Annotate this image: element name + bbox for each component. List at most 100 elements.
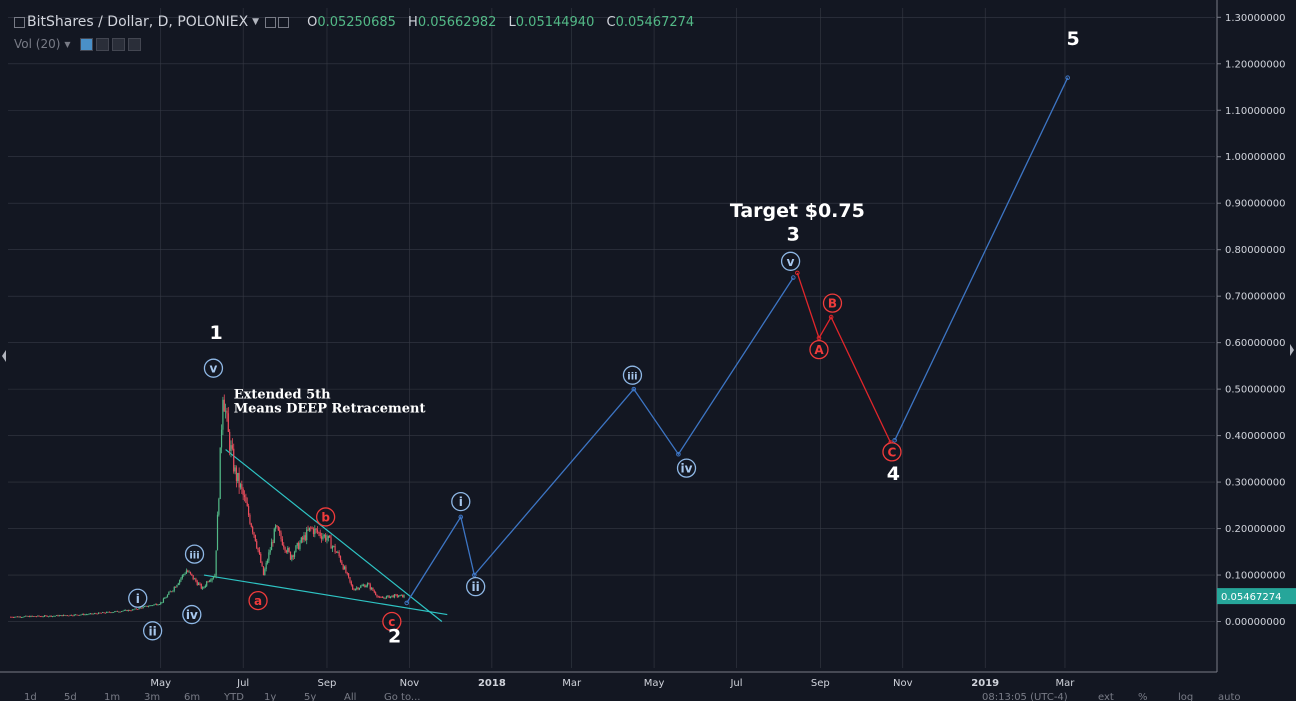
range-button[interactable]: 1m <box>104 692 121 701</box>
candle-body <box>250 523 252 527</box>
candle-body <box>84 614 86 616</box>
wave-label-circle <box>248 590 268 611</box>
candle-body <box>403 595 405 598</box>
candle-body <box>327 535 329 539</box>
close-icon[interactable] <box>127 37 141 51</box>
candle-body <box>196 581 198 586</box>
price-axis[interactable]: 1.30000000 1.20000000 1.10000000 1.00000000… <box>1216 0 1296 672</box>
range-button[interactable]: Go to... <box>384 692 421 701</box>
price-tick-label: 0.20000000 <box>1225 524 1285 535</box>
candle-body <box>143 606 146 608</box>
candle-body <box>357 587 359 590</box>
candle-body <box>307 529 309 531</box>
eye-icon[interactable] <box>79 37 93 51</box>
candle-body <box>200 583 202 589</box>
impulse-wave-path <box>406 277 794 604</box>
candle-body <box>10 616 12 618</box>
add-icon[interactable] <box>111 37 125 51</box>
candle-body <box>239 484 242 488</box>
candle-body <box>325 535 327 541</box>
candle-body <box>223 399 225 412</box>
chevron-down-icon[interactable]: ▼ <box>252 17 260 27</box>
candle-body <box>39 616 42 618</box>
candle-body <box>30 615 32 618</box>
scroll-right-arrow[interactable] <box>1290 344 1294 356</box>
chevron-down-icon[interactable]: ▼ <box>64 39 71 49</box>
price-tick-label: 0.60000000 <box>1225 338 1285 349</box>
candle-body <box>139 607 142 609</box>
candle-body <box>283 545 285 548</box>
close-value: 0.05467274 <box>615 14 695 30</box>
candle-body <box>120 611 123 612</box>
range-button[interactable]: 5y <box>304 692 317 701</box>
candle-body <box>369 584 371 590</box>
candle-body <box>88 613 90 615</box>
candle-body <box>127 609 129 612</box>
time-tick-label: Sep <box>318 678 337 689</box>
candle-body <box>146 605 148 607</box>
candle-body <box>333 545 335 547</box>
scale-toggle-button[interactable]: ext <box>1098 692 1114 701</box>
candle-body <box>300 537 302 543</box>
candle-body <box>380 597 382 598</box>
settings-icon[interactable] <box>278 16 290 28</box>
scale-toggle-button[interactable]: auto <box>1218 692 1241 701</box>
wave-label-text: iv <box>186 608 198 622</box>
candle-body <box>172 590 174 592</box>
time-tick-label: Nov <box>893 678 913 689</box>
scale-toggle-button[interactable]: log <box>1178 692 1194 701</box>
path-vertex <box>816 335 822 341</box>
trendline <box>203 574 448 616</box>
candle-body <box>249 515 251 524</box>
candle-body <box>157 604 159 606</box>
candle-body <box>188 571 190 573</box>
range-button[interactable]: 1d <box>24 692 37 701</box>
range-button[interactable]: All <box>344 692 357 701</box>
eye-icon[interactable] <box>265 16 277 28</box>
candle-body <box>233 448 235 472</box>
range-button[interactable]: 1y <box>264 692 277 701</box>
candle-body <box>229 431 231 451</box>
candle-body <box>292 555 294 557</box>
candle-body <box>320 536 323 539</box>
candle-body <box>126 609 128 612</box>
range-button[interactable]: 6m <box>184 692 201 701</box>
clock-readout[interactable]: 08:13:05 (UTC-4) <box>982 692 1068 701</box>
wave-label-text: ii <box>149 624 157 638</box>
candle-body <box>138 607 140 610</box>
candle-body <box>170 591 173 593</box>
candle-body <box>315 528 317 530</box>
settings-icon[interactable] <box>95 37 109 51</box>
symbol-title[interactable]: BitShares / Dollar, D, POLONIEX <box>27 14 249 30</box>
collapse-toggle-icon[interactable] <box>14 16 25 28</box>
candle-body <box>206 581 208 586</box>
candle-body <box>230 445 232 451</box>
range-button[interactable]: YTD <box>224 692 244 701</box>
candle-body <box>392 595 394 598</box>
candle-body <box>83 613 85 615</box>
candle-body <box>211 578 213 581</box>
path-vertex <box>790 275 796 280</box>
candle-body <box>227 413 229 432</box>
candle-body <box>77 614 79 616</box>
bottom-toolbar: 1d 5d 1m 3m 6m YTD 1y 5y All Go to... 08:13:05 (UT… <box>0 692 1296 701</box>
scale-toggle-button[interactable]: % <box>1138 692 1148 701</box>
time-axis[interactable]: May Jul Sep Nov 2018 Mar May Jul Sep Nov 2019 Mar <box>0 671 1217 689</box>
wave-label-circle <box>780 251 801 271</box>
candle-body <box>329 535 331 538</box>
range-button[interactable]: 3m <box>144 692 161 701</box>
candle-body <box>18 616 20 618</box>
candle-body <box>19 616 21 618</box>
time-tick-label: Jul <box>236 678 249 689</box>
scroll-left-arrow[interactable] <box>2 350 6 362</box>
candle-body <box>168 592 170 595</box>
range-button[interactable]: 5d <box>64 692 77 701</box>
candle-body <box>342 564 344 570</box>
wave-projections <box>404 75 1070 606</box>
volume-indicator[interactable]: Vol (20) ▼ <box>14 37 141 51</box>
wave-label-circle <box>466 577 486 597</box>
candle-body <box>368 583 370 585</box>
candle-body <box>261 562 263 567</box>
wave-label-text: ii <box>472 580 480 594</box>
